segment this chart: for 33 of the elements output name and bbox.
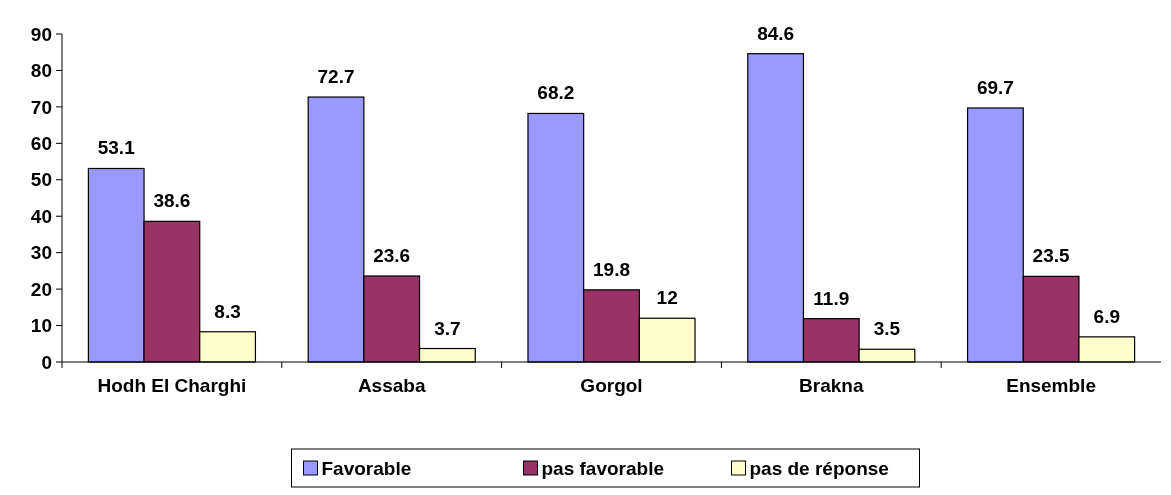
data-label: 23.5 [1032,245,1071,267]
data-label: 11.9 [813,287,850,309]
x-tick-label: Gorgol [580,375,643,396]
y-tick-label: 80 [30,60,52,82]
x-tick-label: Brakna [799,375,864,396]
data-label: 38.6 [153,190,191,212]
y-tick-label: 0 [41,351,52,373]
data-label: 8.3 [214,300,241,322]
x-tick-label: Ensemble [1006,375,1096,396]
data-label: 3.7 [434,317,461,339]
y-tick-label: 30 [30,242,52,264]
data-label: 68.2 [537,82,575,104]
legend-label: pas favorable [541,457,664,479]
y-tick-label: 90 [30,23,52,45]
data-label: 3.5 [873,318,901,340]
y-tick-label: 10 [30,315,52,337]
x-tick-label: Hodh El Charghi [97,375,247,396]
y-tick-label: 50 [30,169,52,191]
data-label: 69.7 [976,76,1014,98]
y-tick-label: 40 [30,205,52,227]
y-tick-label: 70 [30,96,52,118]
legend-label: Favorable [321,457,412,479]
y-tick-label: 60 [30,132,52,154]
data-label: 53.1 [97,137,136,159]
legend-label: pas de réponse [749,457,889,479]
data-label: 23.6 [373,244,411,266]
data-label: 6.9 [1093,305,1120,327]
data-label: 19.8 [593,258,630,280]
data-label: 72.7 [317,66,355,88]
data-label: 84.6 [757,22,795,44]
y-tick-label: 20 [30,278,52,300]
x-tick-label: Assaba [357,375,426,396]
data-label: 12 [656,287,678,309]
